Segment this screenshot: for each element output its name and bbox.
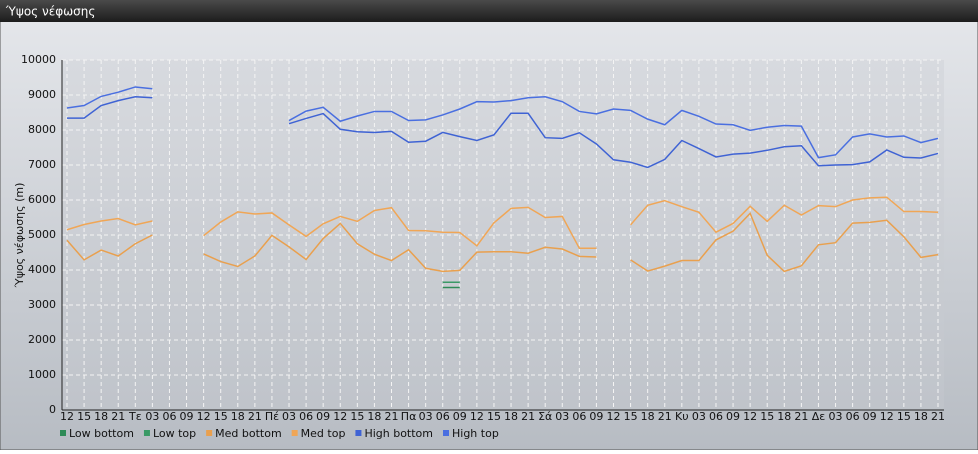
x-tick-label: 06 [846,410,860,423]
x-tick-label: 03 [692,410,706,423]
x-tick-label: 15 [760,410,774,423]
series-line [66,86,153,109]
legend-label: Low bottom [69,427,134,440]
x-tick-label: 18 [504,410,518,423]
x-tick-label: 15 [624,410,638,423]
x-tick-label: 03 [145,410,159,423]
x-tick-label: 21 [794,410,808,423]
series-line [66,217,153,231]
y-tick-label: 2000 [28,333,56,346]
legend-label: Low top [153,427,196,440]
series-line [630,211,939,273]
series-line [67,95,153,119]
x-tick-label: 21 [658,410,672,423]
y-tick-label: 10000 [21,53,56,66]
legend-swatch [60,430,66,436]
series-line [630,196,939,234]
series-line [203,222,597,273]
y-tick-label: 5000 [28,228,56,241]
x-tick-label: 06 [572,410,586,423]
legend-swatch [291,430,298,436]
x-tick-label: 15 [77,410,91,423]
x-tick-label: 09 [589,410,603,423]
x-tick-label: 12 [60,410,74,423]
y-tick-label: 7000 [28,158,56,171]
x-tick-label: 15 [897,410,911,423]
x-tick-label: 18 [777,410,791,423]
x-tick-label: Κυ [675,410,689,423]
legend-label: Med top [301,427,346,440]
x-tick-label: 06 [162,410,176,423]
x-tick-label: 06 [709,410,723,423]
x-tick-label: 09 [453,410,467,423]
x-tick-label: 03 [555,410,569,423]
y-tick-label: 3000 [28,298,56,311]
x-tick-label: 12 [880,410,894,423]
x-tick-label: 09 [180,410,194,423]
window-title: Ύψος νέφωσης [5,5,95,19]
x-tick-label: 21 [248,410,262,423]
y-tick-label: 8000 [28,123,56,136]
x-tick-label: 06 [436,410,450,423]
y-tick-label: 1000 [28,368,56,381]
x-tick-label: 12 [197,410,211,423]
x-tick-label: Σά [538,410,552,423]
x-tick-label: 21 [111,410,125,423]
x-tick-label: 09 [316,410,330,423]
x-tick-label: 21 [521,410,535,423]
x-tick-label: 09 [726,410,740,423]
x-tick-label: 12 [743,410,757,423]
series-line [288,95,939,159]
x-tick-label: 18 [231,410,245,423]
x-tick-label: 18 [641,410,655,423]
x-tick-label: 06 [299,410,313,423]
legend-label: High bottom [364,427,433,440]
x-tick-label: 18 [914,410,928,423]
y-tick-label: 4000 [28,263,56,276]
x-tick-label: 12 [607,410,621,423]
legend-label: Med bottom [215,427,282,440]
x-tick-label: 21 [931,410,945,423]
series-line [203,206,597,250]
x-tick-label: 15 [350,410,364,423]
y-axis-label: Ύψος νέφωσης (m) [13,183,26,289]
legend-swatch [355,430,362,436]
series-line [288,112,939,169]
x-tick-label: Πέ [265,410,279,423]
legend-swatch [206,430,213,436]
x-tick-label: 15 [214,410,228,423]
y-tick-label: 9000 [28,88,56,101]
legend-swatch [143,430,150,436]
x-tick-label: 15 [487,410,501,423]
y-tick-label: 6000 [28,193,56,206]
x-tick-label: 03 [829,410,843,423]
title-bar [0,0,978,22]
x-tick-label: Τε [128,410,142,423]
legend-swatch [443,430,449,436]
x-tick-label: Πα [401,410,417,423]
y-tick-label: 0 [49,403,56,416]
x-tick-label: 09 [863,410,877,423]
x-tick-label: 18 [94,410,108,423]
x-tick-label: 03 [419,410,433,423]
legend-label: High top [452,427,499,440]
x-tick-label: 03 [282,410,296,423]
x-tick-label: 18 [367,410,381,423]
x-tick-label: 12 [470,410,484,423]
series-line [66,234,153,261]
x-tick-label: Δε [812,410,826,423]
x-tick-label: 21 [384,410,398,423]
x-tick-label: 12 [333,410,347,423]
